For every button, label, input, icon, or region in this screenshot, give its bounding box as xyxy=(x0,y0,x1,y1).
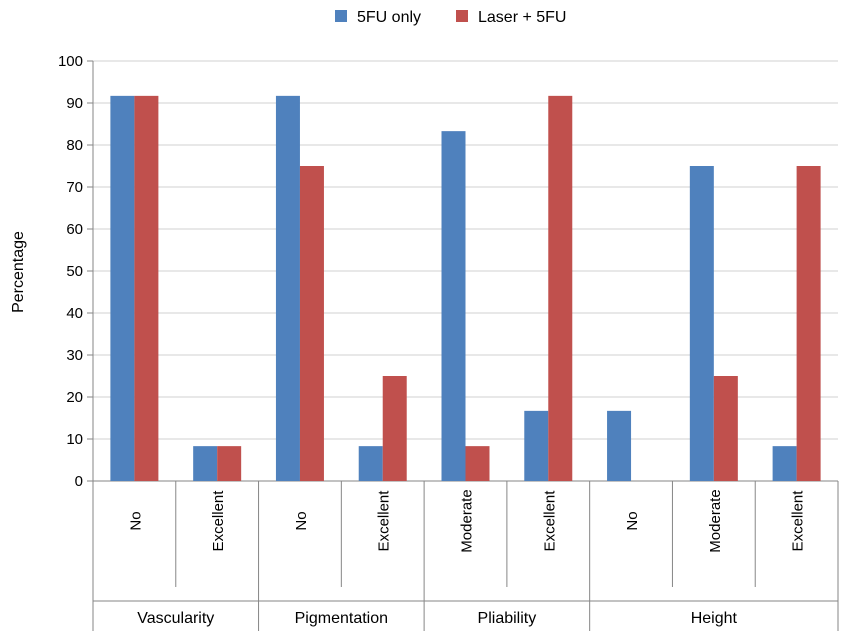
bar-laser-5fu xyxy=(465,446,490,481)
legend-swatch xyxy=(335,10,347,22)
bar-5fu-only xyxy=(358,446,383,481)
x-group-label: Vascularity xyxy=(137,610,214,627)
x-category-label: Excellent xyxy=(210,490,227,552)
legend-swatch xyxy=(456,10,468,22)
x-group-label: Pliability xyxy=(478,610,537,627)
x-category-label: Excellent xyxy=(790,490,807,552)
y-tick-label: 0 xyxy=(75,473,83,490)
bars xyxy=(110,95,821,482)
y-axis-ticks: 0 10 20 30 40 50 60 70 80 90 100 xyxy=(58,53,94,490)
x-group-label: Height xyxy=(691,610,738,627)
x-category-label: No xyxy=(624,511,641,530)
bar-5fu-only xyxy=(110,95,135,482)
x-category-label: Moderate xyxy=(707,489,724,552)
y-tick-label: 90 xyxy=(66,95,83,112)
bar-5fu-only xyxy=(193,446,218,481)
bar-laser-5fu xyxy=(796,166,821,481)
bar-5fu-only xyxy=(441,131,466,481)
bar-5fu-only xyxy=(607,410,632,481)
bar-laser-5fu xyxy=(548,95,573,482)
y-tick-label: 80 xyxy=(66,137,83,154)
bar-laser-5fu xyxy=(299,166,324,481)
bar-laser-5fu xyxy=(217,446,242,481)
bar-laser-5fu xyxy=(382,376,407,481)
y-tick-label: 10 xyxy=(66,431,83,448)
y-tick-label: 70 xyxy=(66,179,83,196)
x-group-label: Pigmentation xyxy=(295,610,388,627)
bar-laser-5fu xyxy=(134,95,159,482)
bar-5fu-only xyxy=(524,410,549,481)
x-category-label: Excellent xyxy=(541,490,558,552)
y-tick-label: 50 xyxy=(66,263,83,280)
x-category-label: Excellent xyxy=(376,490,393,552)
y-tick-label: 20 xyxy=(66,389,83,406)
y-tick-label: 100 xyxy=(58,53,83,70)
x-category-label: No xyxy=(293,511,310,530)
y-tick-label: 30 xyxy=(66,347,83,364)
bar-laser-5fu xyxy=(713,376,738,481)
bar-5fu-only xyxy=(275,95,300,482)
legend: 5FU only Laser + 5FU xyxy=(335,9,566,26)
legend-label: Laser + 5FU xyxy=(478,9,566,26)
x-category-label: No xyxy=(127,511,144,530)
legend-label: 5FU only xyxy=(357,9,421,26)
x-axis: No Excellent No Excellent Moderate Excellent N… xyxy=(92,481,839,631)
x-category-label: Moderate xyxy=(459,489,476,552)
y-tick-label: 60 xyxy=(66,221,83,238)
y-tick-label: 40 xyxy=(66,305,83,322)
bar-5fu-only xyxy=(689,166,714,481)
y-axis-title: Percentage xyxy=(10,231,27,313)
bar-5fu-only xyxy=(772,446,797,481)
